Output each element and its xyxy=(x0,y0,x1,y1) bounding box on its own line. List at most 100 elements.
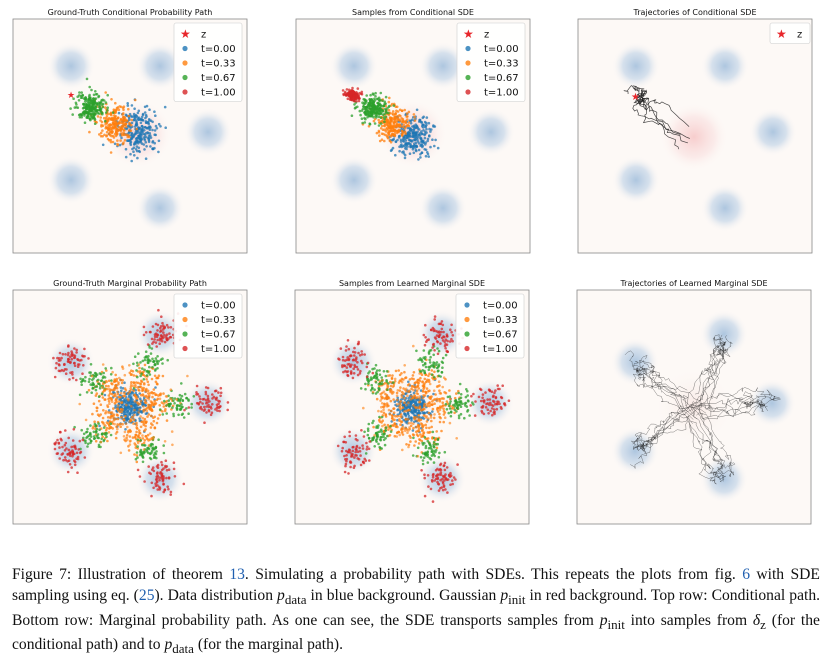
scatter-point-t0 xyxy=(431,138,434,141)
scatter-point-t1 xyxy=(486,402,489,405)
legend: ★ zt=0.00t=0.33t=0.67t=1.00 xyxy=(173,22,243,102)
scatter-point-t0.67 xyxy=(427,368,431,372)
scatter-point-t1 xyxy=(346,374,350,378)
scatter-point-t0.67 xyxy=(147,370,151,373)
scatter-point-t0.33 xyxy=(453,411,456,415)
scatter-point-t0 xyxy=(143,148,146,151)
panel-title: Samples from Conditional SDE xyxy=(352,8,474,17)
scatter-point-t0.33 xyxy=(138,429,141,432)
scatter-point-t0.67 xyxy=(459,405,463,408)
theorem-link[interactable]: 13 xyxy=(229,566,245,583)
scatter-point-t0.33 xyxy=(382,390,386,393)
scatter-point-t0.33 xyxy=(381,128,385,131)
scatter-point-t0.33 xyxy=(417,427,421,431)
scatter-point-t0 xyxy=(130,104,134,107)
scatter-point-t0.33 xyxy=(378,134,381,137)
scatter-point-t0 xyxy=(422,411,426,414)
scatter-point-t0.33 xyxy=(114,436,118,440)
scatter-point-t0.33 xyxy=(113,422,116,426)
scatter-point-t0.67 xyxy=(89,113,93,116)
scatter-point-t0 xyxy=(119,397,122,401)
scatter-point-t0.33 xyxy=(112,414,115,417)
scatter-point-t0.67 xyxy=(360,117,364,120)
scatter-point-t0 xyxy=(422,140,425,144)
trajectory-line xyxy=(624,350,701,402)
scatter-point-t0.33 xyxy=(387,408,391,412)
scatter-point-t1 xyxy=(76,365,80,368)
scatter-point-t0.67 xyxy=(91,117,94,120)
scatter-point-t0.33 xyxy=(109,138,112,142)
scatter-point-t0 xyxy=(123,381,126,384)
scatter-point-t1 xyxy=(83,456,87,459)
scatter-point-t0 xyxy=(423,148,426,151)
scatter-point-t0.67 xyxy=(96,433,100,436)
scatter-point-t0.33 xyxy=(435,399,439,403)
scatter-point-t0.67 xyxy=(92,107,96,110)
scatter-point-t0 xyxy=(416,130,419,133)
scatter-point-t0.33 xyxy=(392,424,395,427)
scatter-point-t0 xyxy=(391,146,395,150)
scatter-point-t1 xyxy=(444,338,448,341)
legend-box xyxy=(769,22,811,44)
scatter-point-t0.67 xyxy=(439,375,442,378)
scatter-point-t0.67 xyxy=(379,116,383,120)
data-mode-blob xyxy=(701,184,749,232)
scatter-point-t0.33 xyxy=(107,379,111,383)
scatter-point-t1 xyxy=(423,473,426,476)
scatter-point-t0.33 xyxy=(415,380,418,384)
scatter-point-t0.33 xyxy=(417,387,421,390)
scatter-point-t0.67 xyxy=(136,456,139,459)
scatter-point-t0.33 xyxy=(120,401,123,405)
scatter-point-t0.67 xyxy=(83,121,87,124)
scatter-point-t1 xyxy=(437,335,441,338)
scatter-point-t0.33 xyxy=(413,444,416,447)
scatter-point-t1 xyxy=(348,430,351,434)
scatter-point-t0.67 xyxy=(429,355,432,359)
scatter-point-t1 xyxy=(367,447,371,451)
legend-box xyxy=(456,22,526,102)
scatter-point-t0 xyxy=(420,403,424,406)
scatter-point-t0.67 xyxy=(372,419,375,423)
scatter-point-t0.67 xyxy=(97,103,100,106)
scatter-point-t1 xyxy=(500,396,504,400)
scatter-point-t0.67 xyxy=(421,459,425,462)
scatter-point-t0.67 xyxy=(426,451,429,454)
scatter-point-t0 xyxy=(412,409,415,412)
scatter-point-t0.67 xyxy=(364,387,367,391)
scatter-point-t1 xyxy=(356,373,360,377)
scatter-point-t0.33 xyxy=(371,390,375,394)
data-mode-blob xyxy=(47,42,95,90)
scatter-point-t1 xyxy=(342,440,345,444)
scatter-point-t0 xyxy=(407,396,410,400)
scatter-point-t0.33 xyxy=(105,380,109,383)
scatter-point-t1 xyxy=(436,352,440,356)
scatter-point-t0 xyxy=(396,396,399,400)
scatter-point-t0.33 xyxy=(417,378,420,382)
scatter-point-t1 xyxy=(496,384,499,387)
scatter-point-t0.67 xyxy=(379,436,382,439)
scatter-point-t0.67 xyxy=(437,363,441,366)
star-icon: ★ xyxy=(463,27,474,41)
figure-link[interactable]: 6 xyxy=(742,566,750,583)
scatter-point-t0.33 xyxy=(411,374,415,377)
scatter-point-t0.67 xyxy=(370,115,373,118)
scatter-point-t0.33 xyxy=(428,404,431,408)
scatter-point-t0.33 xyxy=(417,442,421,445)
scatter-point-t1 xyxy=(349,461,352,464)
scatter-point-t1 xyxy=(360,359,363,363)
scatter-point-t0.67 xyxy=(156,367,159,370)
scatter-point-t0.33 xyxy=(113,378,116,381)
scatter-point-t0.33 xyxy=(428,372,431,375)
scatter-point-t0.67 xyxy=(427,447,431,450)
scatter-point-t0.33 xyxy=(147,398,151,401)
scatter-point-t0.67 xyxy=(165,412,168,415)
scatter-point-t0.33 xyxy=(394,116,397,119)
scatter-point-t0 xyxy=(138,132,142,135)
equation-link[interactable]: 25 xyxy=(138,586,155,604)
scatter-point-t0.33 xyxy=(119,391,123,395)
scatter-point-t0.67 xyxy=(363,430,366,434)
scatter-point-t1 xyxy=(487,412,490,415)
scatter-point-t1 xyxy=(363,353,366,356)
scatter-point-t1 xyxy=(75,348,78,352)
scatter-point-t0 xyxy=(143,111,147,114)
